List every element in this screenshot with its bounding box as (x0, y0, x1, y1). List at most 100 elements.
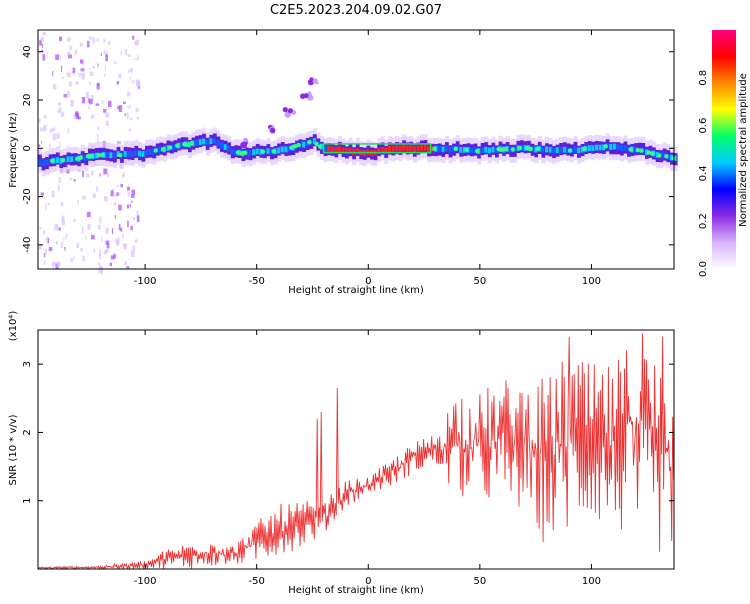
noise-speck (42, 32, 46, 36)
band-highlight (500, 147, 505, 152)
noise-speck (56, 133, 60, 139)
band-highlight (271, 149, 276, 154)
band-core (105, 152, 109, 158)
band-core (577, 147, 581, 154)
noise-speck (136, 210, 139, 216)
noise-speck (73, 219, 76, 222)
noise-speck (44, 248, 47, 255)
band-core (230, 148, 234, 155)
band-highlight (628, 147, 633, 152)
noise-speck (61, 76, 64, 79)
band-core (616, 144, 620, 150)
noise-speck (59, 107, 62, 113)
noise-speck (88, 105, 90, 110)
snr-y-tick-label: 1 (22, 498, 33, 504)
noise-speck (126, 266, 130, 269)
noise-speck (61, 242, 63, 249)
noise-speck (103, 38, 106, 43)
colorbar: 0.0 0.2 0.4 0.6 0.8 Normalized spectral ampl… (698, 30, 749, 277)
noise-speck (114, 215, 117, 219)
noise-speck (43, 125, 47, 132)
noise-speck (68, 81, 72, 87)
band-highlight (635, 147, 640, 153)
noise-speck (75, 81, 79, 85)
noise-speck (105, 112, 110, 118)
band-highlight (239, 151, 244, 156)
noise-speck (76, 242, 79, 248)
band-core (562, 146, 566, 153)
noise-speck (61, 111, 65, 118)
noise-speck (97, 133, 99, 137)
band-core (380, 146, 384, 153)
band-core (148, 149, 152, 155)
noise-speck (49, 143, 51, 148)
noise-speck (137, 54, 139, 61)
noise-speck (48, 247, 53, 251)
spectrogram-y-tick-label: -40 (22, 237, 33, 253)
band-core (327, 145, 331, 152)
band-core (448, 146, 452, 153)
noise-speck (51, 261, 56, 267)
noise-speck (120, 184, 123, 188)
noise-speck (58, 180, 61, 183)
noise-speck (81, 72, 85, 80)
noise-speck (57, 108, 60, 114)
band-core (580, 146, 584, 153)
band-highlight (528, 146, 533, 152)
band-core (459, 147, 463, 153)
noise-speck (116, 184, 119, 187)
noise-speck (44, 114, 47, 119)
band-core (587, 145, 591, 152)
noise-speck (73, 255, 75, 260)
noise-speck (125, 49, 127, 56)
noise-speck (116, 81, 120, 85)
snr-y-multiplier: (x10⁴) (8, 311, 19, 342)
band-highlight (525, 145, 530, 151)
noise-speck (118, 192, 121, 196)
band-core (123, 151, 127, 157)
band-core (138, 150, 141, 157)
noise-speck (69, 46, 73, 50)
band-core (427, 146, 431, 152)
band-core (227, 146, 231, 152)
noise-speck (120, 227, 123, 232)
colorbar-tick-label: 0.8 (698, 70, 709, 86)
band-highlight (464, 147, 469, 152)
spectrogram-x-tick-label: 50 (473, 276, 486, 287)
noise-speck (116, 239, 120, 246)
band-highlight (307, 140, 312, 145)
band-core (412, 146, 416, 152)
noise-speck (135, 39, 140, 46)
noise-speck (126, 112, 129, 120)
snr-y-tick-label: 3 (22, 361, 33, 367)
noise-speck (132, 217, 136, 221)
noise-speck (47, 202, 50, 206)
band-core (423, 144, 427, 151)
noise-speck (66, 37, 71, 42)
noise-speck (81, 227, 84, 234)
band-core (473, 147, 477, 154)
band-highlight (475, 148, 480, 154)
band-highlight (96, 153, 101, 158)
noise-speck (104, 65, 106, 72)
band-core (612, 143, 616, 150)
band-core (173, 143, 177, 150)
band-highlight (432, 146, 437, 151)
noise-speck (75, 49, 78, 54)
spectrogram-x-ticks: -100 -50 0 50 100 (134, 30, 601, 287)
band-highlight (100, 152, 105, 158)
band-core (487, 147, 491, 154)
noise-speck (101, 268, 103, 275)
spectrogram-y-label: Frequency (Hz) (8, 112, 19, 188)
band-core (312, 138, 316, 144)
noise-speck (92, 66, 96, 69)
noise-speck (91, 114, 95, 119)
band-core (377, 147, 381, 154)
band-core (623, 144, 627, 151)
noise-speck (43, 260, 46, 265)
noise-speck (82, 255, 85, 261)
colorbar-label: Normalized spectral amplitude (738, 73, 749, 227)
snr-x-tick-label: -100 (134, 576, 157, 587)
band-highlight (646, 150, 651, 155)
noise-speck (60, 202, 64, 207)
